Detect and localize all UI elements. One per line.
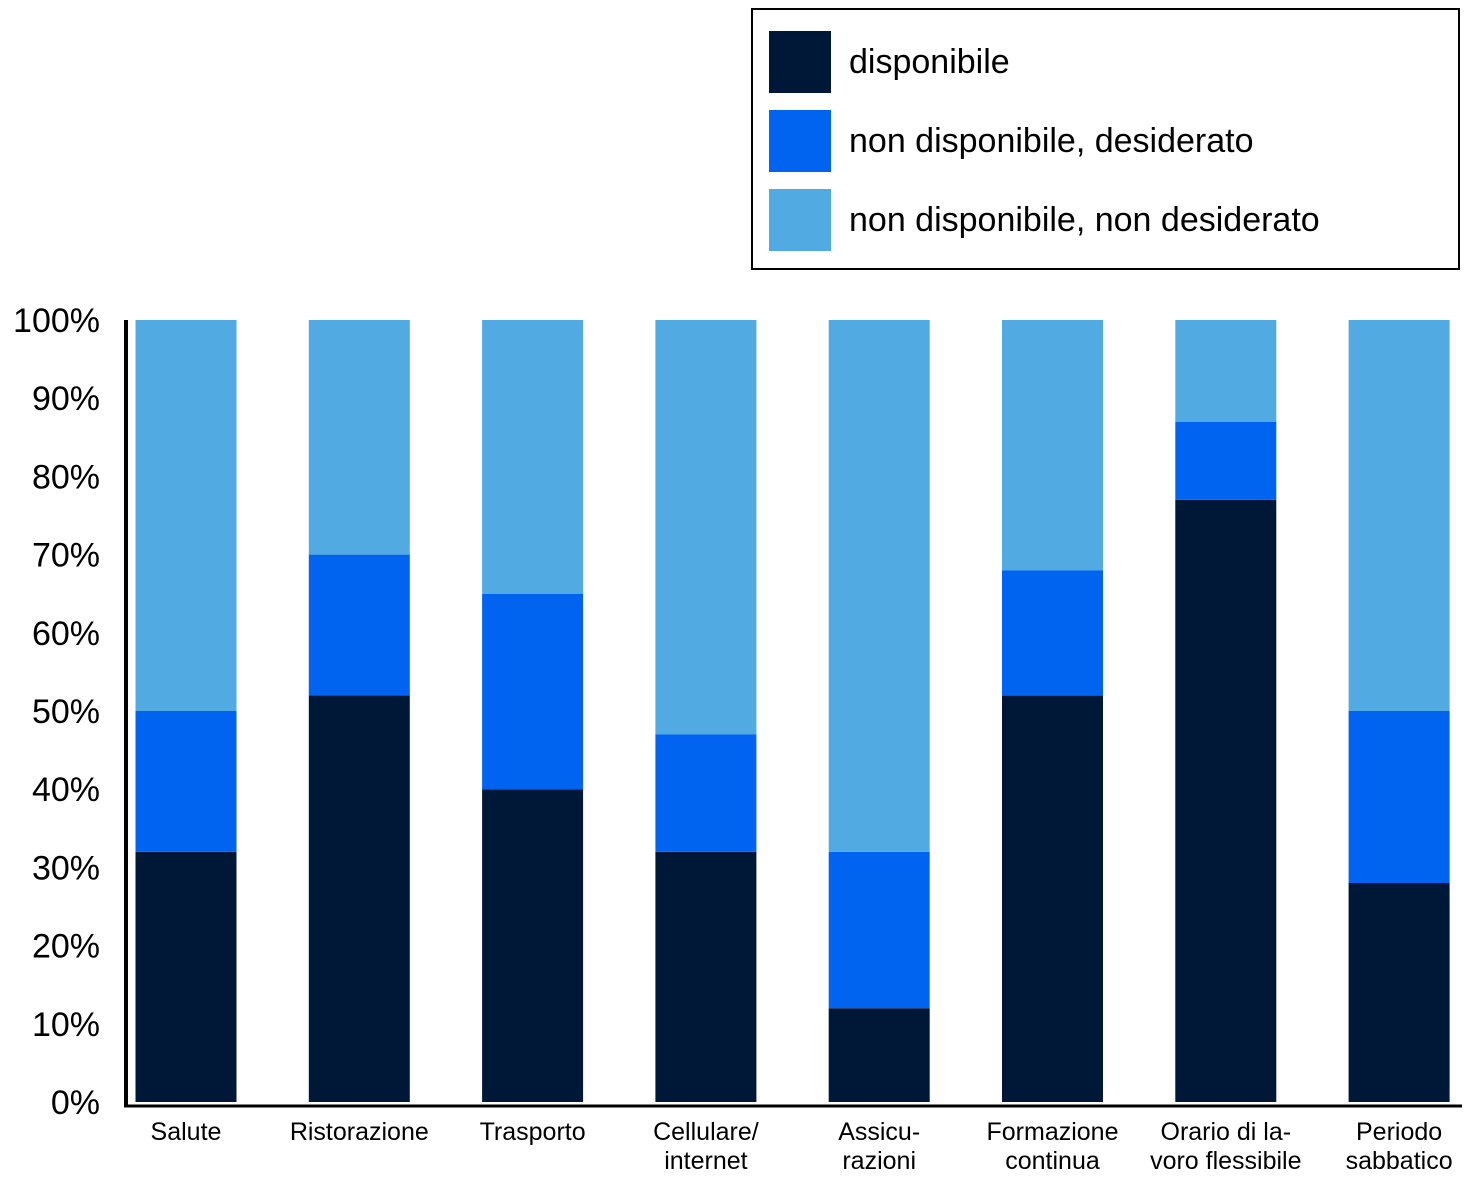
y-tick-label: 30% — [32, 849, 100, 887]
x-axis-labels: Salute Ristorazione Trasporto Cellulare/int… — [151, 1118, 1453, 1175]
x-tick-label: Salute — [151, 1118, 222, 1146]
bar-segment — [482, 789, 584, 1102]
legend-label: non disponibile, desiderato — [849, 121, 1254, 160]
bar-segment — [828, 1008, 930, 1102]
bar-segment — [1348, 883, 1450, 1102]
legend-swatch — [769, 110, 831, 172]
x-tick-label: voro flessibile — [1150, 1147, 1301, 1175]
y-axis-ticks: 0% 10% 20% 30% 40% 50% 60% 70% 80% 90% 100% — [13, 302, 100, 1122]
bar-segment — [655, 851, 757, 1102]
y-tick-label: 70% — [32, 537, 100, 575]
x-tick-label: Formazione — [987, 1118, 1119, 1146]
y-tick-label: 40% — [32, 771, 100, 809]
x-tick-label: Periodo — [1356, 1118, 1442, 1146]
y-tick-label: 10% — [32, 1006, 100, 1044]
x-tick-label: Cellulare/ — [653, 1118, 759, 1146]
bar-segment — [135, 320, 237, 711]
bar-segment — [828, 320, 930, 852]
legend-label: non disponibile, non desiderato — [849, 200, 1320, 239]
bars-group — [135, 320, 1450, 1102]
bar-segment — [135, 711, 237, 852]
x-tick-label: internet — [664, 1147, 747, 1175]
legend-swatch — [769, 31, 831, 93]
bar-segment — [1002, 320, 1103, 571]
bar-segment — [1002, 695, 1103, 1102]
bar-segment — [135, 851, 237, 1102]
bar-segment — [1002, 570, 1103, 696]
bar-segment — [1175, 320, 1277, 422]
legend-item-non-disponibile-non-desiderato: non disponibile, non desiderato — [769, 189, 1320, 251]
bar-segment — [308, 320, 410, 555]
bar-segment — [828, 851, 930, 1009]
bar-segment — [308, 554, 410, 696]
bar-segment — [1175, 499, 1277, 1102]
legend-label: disponibile — [849, 42, 1010, 81]
legend: disponibile non disponibile, desiderato … — [751, 8, 1460, 270]
x-tick-label: Ristorazione — [290, 1118, 429, 1146]
x-tick-label: sabbatico — [1346, 1147, 1453, 1175]
bar-segment — [655, 734, 757, 852]
legend-item-non-disponibile-desiderato: non disponibile, desiderato — [769, 110, 1254, 172]
y-tick-label: 90% — [32, 380, 100, 418]
y-tick-label: 20% — [32, 928, 100, 966]
y-tick-label: 60% — [32, 615, 100, 653]
legend-swatch — [769, 189, 831, 251]
x-tick-label: razioni — [842, 1147, 916, 1175]
bar-segment — [1175, 421, 1277, 500]
bar-segment — [655, 320, 757, 735]
x-tick-label: Assicu- — [838, 1118, 920, 1146]
bar-segment — [482, 593, 584, 790]
bar-segment — [482, 320, 584, 594]
x-tick-label: Trasporto — [480, 1118, 586, 1146]
x-tick-label: continua — [1005, 1147, 1100, 1175]
bar-segment — [1348, 320, 1450, 711]
bar-segment — [308, 695, 410, 1102]
y-tick-label: 100% — [13, 302, 100, 340]
y-tick-label: 50% — [32, 693, 100, 731]
x-tick-label: Orario di la- — [1161, 1118, 1292, 1146]
y-tick-label: 80% — [32, 458, 100, 496]
legend-item-disponibile: disponibile — [769, 31, 1010, 93]
y-tick-label: 0% — [51, 1084, 100, 1122]
bar-segment — [1348, 711, 1450, 883]
